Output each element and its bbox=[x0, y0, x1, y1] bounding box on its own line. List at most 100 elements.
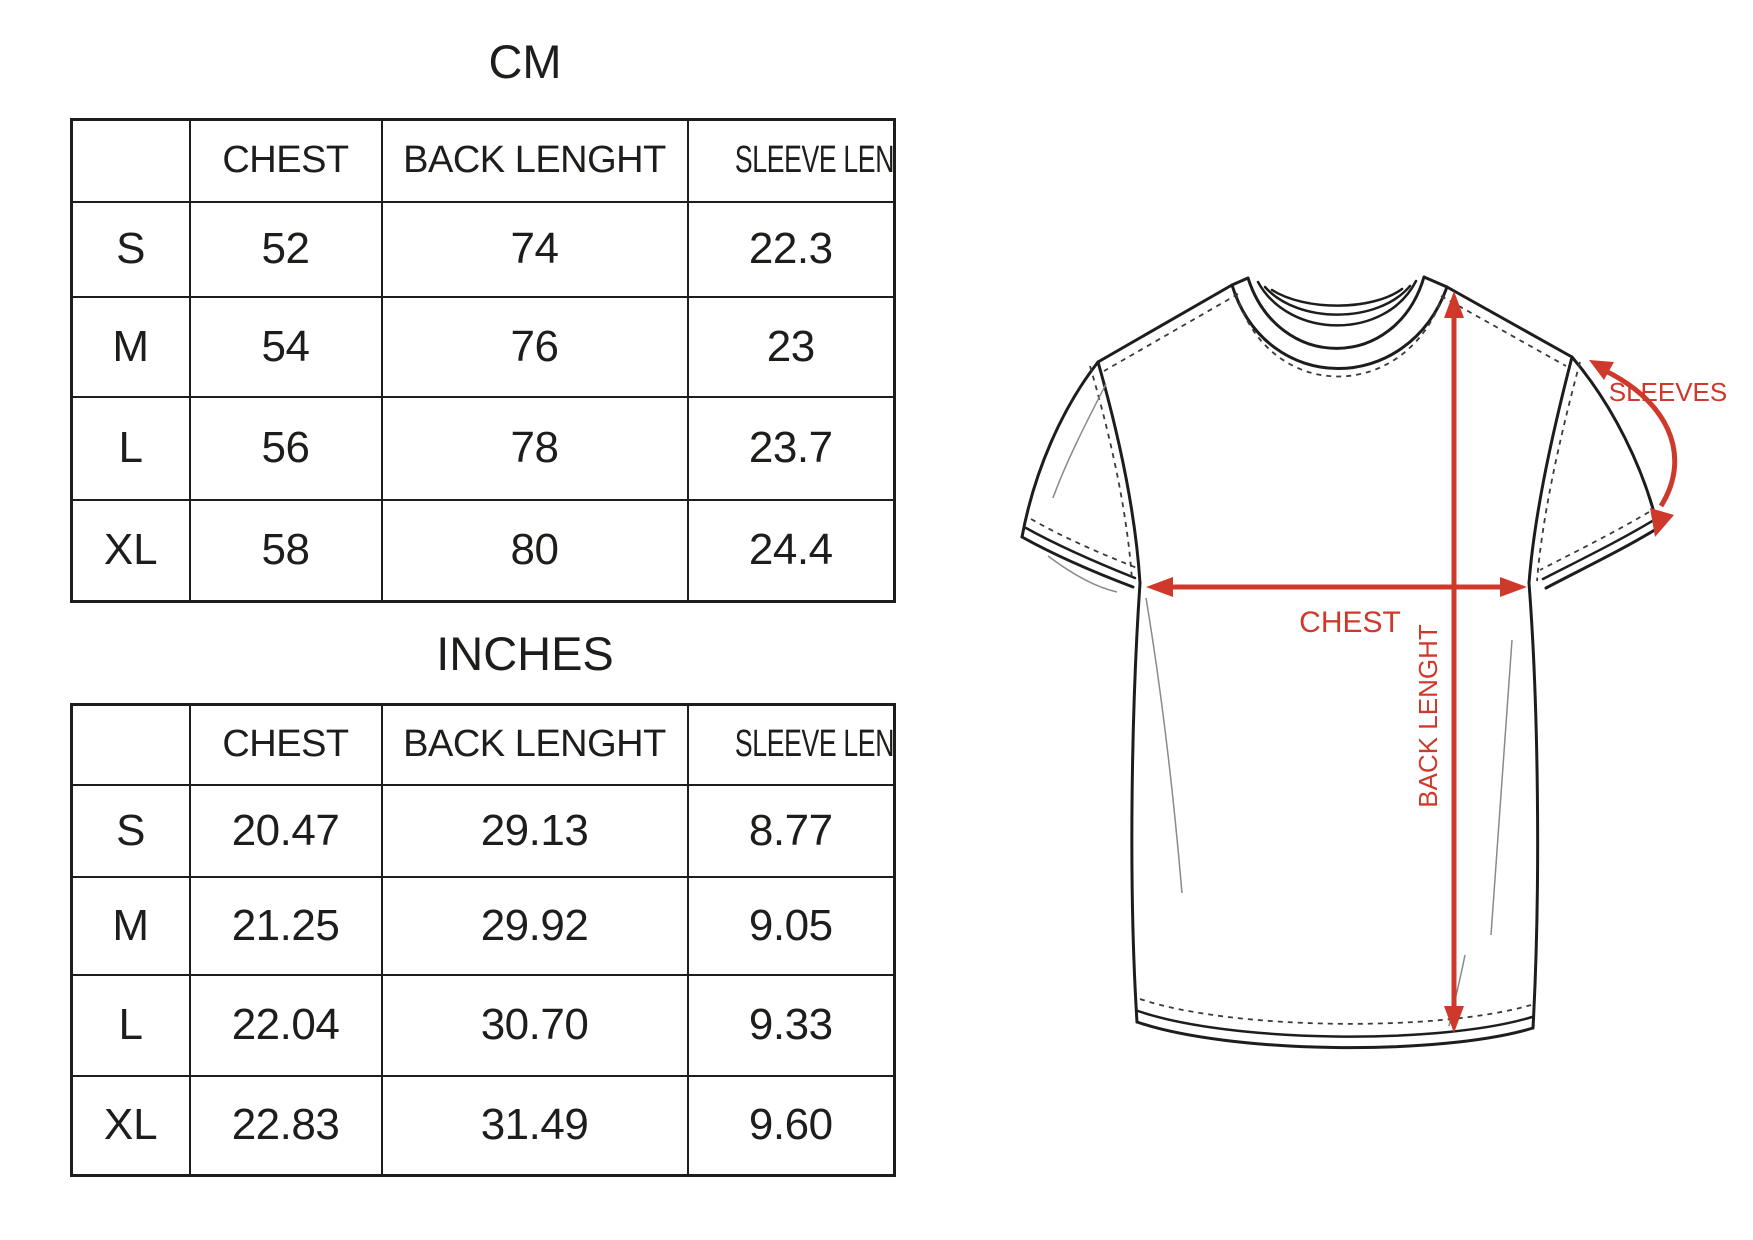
inches-header-back-lenght: BACK LENGHT bbox=[380, 703, 689, 786]
cm-size-l: L bbox=[70, 395, 191, 501]
cm-xl-sleeve: 24.4 bbox=[686, 498, 896, 603]
cm-header-chest: CHEST bbox=[188, 118, 383, 203]
in-l-sleeve: 9.33 bbox=[686, 973, 896, 1077]
body-left-side bbox=[1130, 581, 1142, 1024]
left-shoulder-stitch bbox=[1103, 293, 1239, 372]
arrow-head-icon bbox=[1444, 1006, 1464, 1033]
left-sleeve-cuff bbox=[1020, 535, 1135, 589]
right-armhole-stitch bbox=[1536, 361, 1581, 582]
right-shoulder-stitch bbox=[1440, 295, 1567, 367]
collar-notches bbox=[1230, 275, 1449, 289]
in-l-back: 30.70 bbox=[380, 973, 689, 1077]
inches-header-sleeve-lenght: SLEEVE LENGHT bbox=[686, 703, 896, 786]
collar-fold-1 bbox=[1256, 279, 1418, 327]
inches-header-empty bbox=[70, 703, 191, 786]
right-sleeve-cuff bbox=[1544, 526, 1660, 590]
table-row: L 22.04 30.70 9.33 bbox=[70, 973, 896, 1077]
in-s-sleeve: 8.77 bbox=[686, 783, 896, 878]
arrow-head-icon bbox=[1500, 577, 1527, 597]
table-row: L 56 78 23.7 bbox=[70, 395, 896, 501]
in-xl-back: 31.49 bbox=[380, 1074, 689, 1177]
in-m-chest: 21.25 bbox=[188, 875, 383, 976]
in-s-back: 29.13 bbox=[380, 783, 689, 878]
inches-size-table: CHEST BACK LENGHT SLEEVE LENGHT S 20.47 … bbox=[70, 703, 896, 1177]
right-sleeve-outer bbox=[1570, 355, 1660, 530]
inches-table-title: INCHES bbox=[436, 627, 614, 680]
arrow-head-icon bbox=[1650, 508, 1674, 537]
cm-size-xl: XL bbox=[70, 498, 191, 603]
tshirt-diagram: CHEST SLEEVES BACK LENGHT bbox=[1020, 275, 1727, 1050]
cm-xl-back: 80 bbox=[380, 498, 689, 603]
cm-header-row: CHEST BACK LENGHT SLEEVE LENGHT bbox=[70, 118, 896, 203]
arrow-head-icon bbox=[1589, 360, 1614, 380]
collar-inner bbox=[1246, 275, 1426, 350]
cm-header-empty bbox=[70, 118, 191, 203]
in-xl-chest: 22.83 bbox=[188, 1074, 383, 1177]
cm-m-sleeve: 23 bbox=[686, 295, 896, 398]
inches-header-row: CHEST BACK LENGHT SLEEVE LENGHT bbox=[70, 703, 896, 786]
in-m-sleeve: 9.05 bbox=[686, 875, 896, 976]
in-size-m: M bbox=[70, 875, 191, 976]
crease-line bbox=[1047, 555, 1118, 593]
cm-size-table: CHEST BACK LENGHT SLEEVE LENGHT S 52 74 … bbox=[70, 118, 896, 603]
collar-fold-3 bbox=[1270, 287, 1404, 307]
left-armhole-stitch bbox=[1089, 365, 1133, 582]
arrow-head-icon bbox=[1146, 577, 1173, 597]
cm-s-sleeve: 22.3 bbox=[686, 200, 896, 298]
left-cuff-stitch bbox=[1030, 518, 1138, 569]
cm-header-back-lenght: BACK LENGHT bbox=[380, 118, 689, 203]
hem-inner bbox=[1136, 1009, 1534, 1038]
tshirt-outline bbox=[1020, 275, 1660, 1050]
table-row: XL 58 80 24.4 bbox=[70, 498, 896, 603]
hem-outer bbox=[1135, 1020, 1535, 1050]
table-row: S 52 74 22.3 bbox=[70, 200, 896, 298]
arrow-head-icon bbox=[1444, 291, 1464, 318]
cm-header-sleeve-lenght: SLEEVE LENGHT bbox=[686, 118, 896, 203]
sleeves-label: SLEEVES bbox=[1609, 377, 1728, 407]
cm-size-m: M bbox=[70, 295, 191, 398]
right-armhole-seam bbox=[1527, 355, 1574, 585]
right-cuff-stitch bbox=[1539, 511, 1650, 571]
crease-line bbox=[1145, 597, 1183, 894]
left-sleeve-cuff-inner bbox=[1024, 526, 1137, 580]
collar-stitch bbox=[1235, 292, 1444, 378]
table-row: XL 22.83 31.49 9.60 bbox=[70, 1074, 896, 1177]
cm-l-sleeve: 23.7 bbox=[686, 395, 896, 501]
cm-table-title: CM bbox=[488, 35, 562, 88]
cm-m-back: 76 bbox=[380, 295, 689, 398]
in-l-chest: 22.04 bbox=[188, 973, 383, 1077]
right-shoulder-edge bbox=[1445, 285, 1574, 359]
left-sleeve-outer bbox=[1020, 360, 1100, 539]
measurement-annotations: CHEST SLEEVES BACK LENGHT bbox=[1146, 291, 1727, 1033]
in-s-chest: 20.47 bbox=[188, 783, 383, 878]
table-row: M 21.25 29.92 9.05 bbox=[70, 875, 896, 976]
table-row: M 54 76 23 bbox=[70, 295, 896, 398]
table-row: S 20.47 29.13 8.77 bbox=[70, 783, 896, 878]
in-xl-sleeve: 9.60 bbox=[686, 1074, 896, 1177]
cm-m-chest: 54 bbox=[188, 295, 383, 398]
cm-s-back: 74 bbox=[380, 200, 689, 298]
crease-line bbox=[1052, 383, 1107, 499]
sleeves-arrow-curve bbox=[1595, 364, 1678, 508]
cm-xl-chest: 58 bbox=[188, 498, 383, 603]
stitch-seams bbox=[1030, 292, 1650, 1025]
collar-outer bbox=[1230, 283, 1449, 370]
in-size-s: S bbox=[70, 783, 191, 878]
cm-l-chest: 56 bbox=[188, 395, 383, 501]
back-length-label: BACK LENGHT bbox=[1413, 624, 1443, 808]
hem-stitch bbox=[1139, 998, 1532, 1025]
inches-header-chest: CHEST bbox=[188, 703, 383, 786]
right-sleeve-cuff-inner bbox=[1541, 518, 1656, 581]
left-armhole-seam bbox=[1096, 360, 1142, 585]
cm-size-s: S bbox=[70, 200, 191, 298]
chest-label: CHEST bbox=[1299, 606, 1401, 639]
collar-fold-2 bbox=[1263, 284, 1412, 316]
cm-s-chest: 52 bbox=[188, 200, 383, 298]
in-size-xl: XL bbox=[70, 1074, 191, 1177]
cm-l-back: 78 bbox=[380, 395, 689, 501]
crease-line bbox=[1490, 639, 1513, 936]
body-right-side bbox=[1527, 581, 1540, 1030]
in-size-l: L bbox=[70, 973, 191, 1077]
in-m-back: 29.92 bbox=[380, 875, 689, 976]
